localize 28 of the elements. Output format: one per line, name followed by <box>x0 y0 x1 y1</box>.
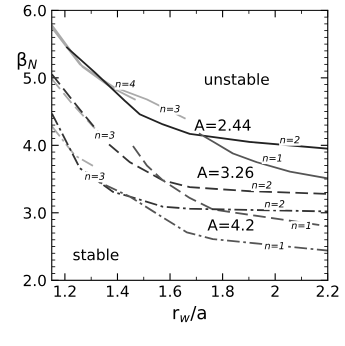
y-tick-label: 5.0 <box>24 72 46 84</box>
y-tick-label: 6.0 <box>24 4 46 16</box>
y-axis-title: β$_{N}$ <box>18 52 37 70</box>
x-tick-label: 1.8 <box>212 285 234 297</box>
annotation: n=4 <box>115 80 135 88</box>
annotation: A=2.44 <box>194 119 251 131</box>
x-tick-label: 2.2 <box>316 285 338 297</box>
annotation: unstable <box>204 73 269 85</box>
annotation: A=4.2 <box>207 219 254 230</box>
annotation: n=3 <box>84 172 104 180</box>
annotation: n=2 <box>252 181 272 188</box>
annotation: n=3 <box>160 105 180 112</box>
y-tick-label: 2.0 <box>24 274 46 286</box>
annotation: stable <box>73 248 118 260</box>
annotation: n=2 <box>264 200 284 208</box>
x-tick-label: 1.4 <box>106 286 129 297</box>
annotation: n=1 <box>262 154 282 162</box>
y-tick-label: 4.0 <box>23 140 46 152</box>
annotation: n=1 <box>292 222 310 229</box>
x-tick-label: 1.6 <box>160 285 182 297</box>
x-axis-title: r$_{w}$/a <box>174 306 206 322</box>
annotation: A=3.26 <box>197 166 254 178</box>
annotation: n=2 <box>280 136 300 144</box>
x-tick-label: 2 <box>271 285 279 297</box>
annotation: n=3 <box>94 131 114 139</box>
y-tick-label: 3.0 <box>24 207 46 219</box>
annotation: n=1 <box>264 242 284 250</box>
x-tick-label: 1.2 <box>54 285 76 297</box>
